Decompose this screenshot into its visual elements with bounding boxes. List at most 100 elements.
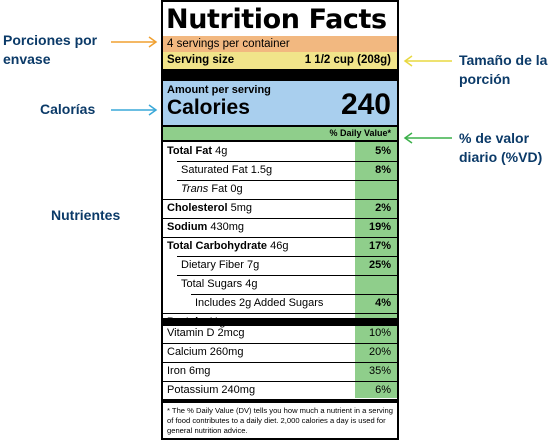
nutrition-facts-label: Nutrition Facts 4 servings per container… <box>161 0 399 440</box>
nutrient-label: Total Sugars <box>181 278 243 290</box>
nutrient-name: Total Carbohydrate 46g <box>167 237 288 256</box>
nutrient-amount: 430mg <box>210 221 245 233</box>
serving-size-value: 1 1/2 cup (208g) <box>304 54 391 66</box>
vitamin-name: Vitamin D 2mcg <box>167 324 244 343</box>
nutrient-label: Dietary Fiber <box>181 259 244 271</box>
nutrient-row: Cholesterol 5mg 2% <box>163 199 397 218</box>
vitamin-row: Vitamin D 2mcg 10% <box>163 324 397 343</box>
row-divider <box>163 218 397 219</box>
nutrient-daily-value: 17% <box>368 240 391 252</box>
row-divider <box>177 180 397 181</box>
vitamin-daily-value: 10% <box>368 327 391 339</box>
nutrient-label: Fat <box>211 183 228 195</box>
daily-value-divider <box>163 140 397 142</box>
callout-servings: Porciones por envase <box>3 32 98 67</box>
nutrient-daily-value: 25% <box>368 259 391 271</box>
nutrient-amount: 0g <box>230 183 243 195</box>
vitamin-daily-value: 35% <box>368 365 391 377</box>
nutrient-name-prefix: Trans <box>181 183 209 195</box>
nutrient-label: Saturated Fat <box>181 164 248 176</box>
nutrient-amount: 4g <box>215 145 228 157</box>
serving-size-label: Serving size <box>167 54 235 66</box>
row-divider <box>177 256 397 257</box>
vitamin-name: Potassium 240mg <box>167 381 255 400</box>
label-title: Nutrition Facts <box>166 4 387 35</box>
servings-band <box>163 36 397 52</box>
vitamin-name: Iron 6mg <box>167 362 210 381</box>
amount-per-serving: Amount per serving <box>167 84 271 96</box>
nutrient-daily-value: 19% <box>368 221 391 233</box>
callout-serving-size: Tamaño de la porción <box>459 52 548 87</box>
serving-size-band <box>163 52 397 69</box>
row-divider <box>191 294 397 295</box>
thick-divider-vitamins <box>163 318 397 326</box>
vitamin-label: Calcium <box>167 346 207 358</box>
nutrient-row: Total Sugars 4g <box>163 275 397 294</box>
nutrient-name: Cholesterol 5mg <box>167 199 252 218</box>
nutrient-name: Dietary Fiber 7g <box>181 256 259 275</box>
nutrient-amount: 5mg <box>230 202 252 214</box>
nutrient-label: Total Carbohydrate <box>167 240 268 252</box>
nutrient-row: Sodium 430mg 19% <box>163 218 397 237</box>
nutrient-amount: 7g <box>247 259 260 271</box>
callout-nutrients: Nutrientes <box>51 207 121 223</box>
vitamin-amount: 260mg <box>209 346 244 358</box>
nutrient-row: Dietary Fiber 7g 25% <box>163 256 397 275</box>
nutrient-name: Saturated Fat 1.5g <box>181 161 272 180</box>
daily-value-column <box>355 142 397 318</box>
nutrient-name: Total Sugars 4g <box>181 275 257 294</box>
row-divider <box>177 275 397 276</box>
nutrient-daily-value: 5% <box>375 145 391 157</box>
arrow-serving-size <box>403 55 452 67</box>
medium-divider <box>163 125 397 127</box>
row-divider <box>163 313 397 314</box>
nutrient-name: Includes 2g Added Sugars <box>195 294 323 313</box>
vitamin-list: Vitamin D 2mcg 10% Calcium 260mg 20% Iron 6m… <box>163 324 397 400</box>
nutrient-list: Total Fat 4g 5% Saturated Fat 1.5g 8% Trans … <box>163 142 397 332</box>
vitamin-label: Vitamin D <box>167 327 215 339</box>
vitamin-row: Potassium 240mg 6% <box>163 381 397 400</box>
arrow-servings <box>111 36 158 48</box>
vitamin-amount: 240mg <box>221 384 256 396</box>
vitamin-daily-value: 6% <box>375 384 391 396</box>
callout-daily-value: % de valor diario (%VD) <box>459 130 543 165</box>
calories-band <box>163 81 397 125</box>
daily-value-header: % Daily Value* <box>329 128 391 138</box>
nutrient-label: Sodium <box>167 221 208 233</box>
nutrient-row: Saturated Fat 1.5g 8% <box>163 161 397 180</box>
nutrient-amount: 4g <box>245 278 258 290</box>
vitamin-row: Calcium 260mg 20% <box>163 343 397 362</box>
vitamin-daily-value: 20% <box>368 346 391 358</box>
nutrient-amount: 46g <box>270 240 289 252</box>
daily-value-header-band <box>163 127 397 140</box>
row-divider <box>177 161 397 162</box>
nutrient-name: Sodium 430mg <box>167 218 244 237</box>
nutrient-row: Includes 2g Added Sugars 4% <box>163 294 397 313</box>
nutrient-name: Total Fat 4g <box>167 142 227 161</box>
nutrient-row: Total Fat 4g 5% <box>163 142 397 161</box>
vitamin-name: Calcium 260mg <box>167 343 243 362</box>
vitamin-amount: 6mg <box>189 365 211 377</box>
nutrient-row: Trans Fat 0g <box>163 180 397 199</box>
vitamin-label: Potassium <box>167 384 219 396</box>
nutrient-name: Trans Fat 0g <box>181 180 243 199</box>
vitamin-row: Iron 6mg 35% <box>163 362 397 381</box>
footnote-divider <box>163 399 397 403</box>
nutrient-daily-value: 4% <box>375 297 391 309</box>
nutrient-row: Total Carbohydrate 46g 17% <box>163 237 397 256</box>
nutrient-daily-value: 2% <box>375 202 391 214</box>
vitamin-amount: 2mcg <box>217 327 245 339</box>
arrow-calories <box>111 104 158 116</box>
nutrient-label: Includes 2g Added Sugars <box>195 297 324 309</box>
row-divider <box>163 362 397 363</box>
servings-per-container: 4 servings per container <box>167 38 290 50</box>
nutrient-label: Cholesterol <box>167 202 228 214</box>
row-divider <box>163 343 397 344</box>
thick-divider <box>163 69 397 81</box>
calories-label: Calories <box>167 96 250 119</box>
nutrient-label: Total Fat <box>167 145 213 157</box>
row-divider <box>163 237 397 238</box>
nutrient-daily-value: 8% <box>375 164 391 176</box>
row-divider <box>163 199 397 200</box>
